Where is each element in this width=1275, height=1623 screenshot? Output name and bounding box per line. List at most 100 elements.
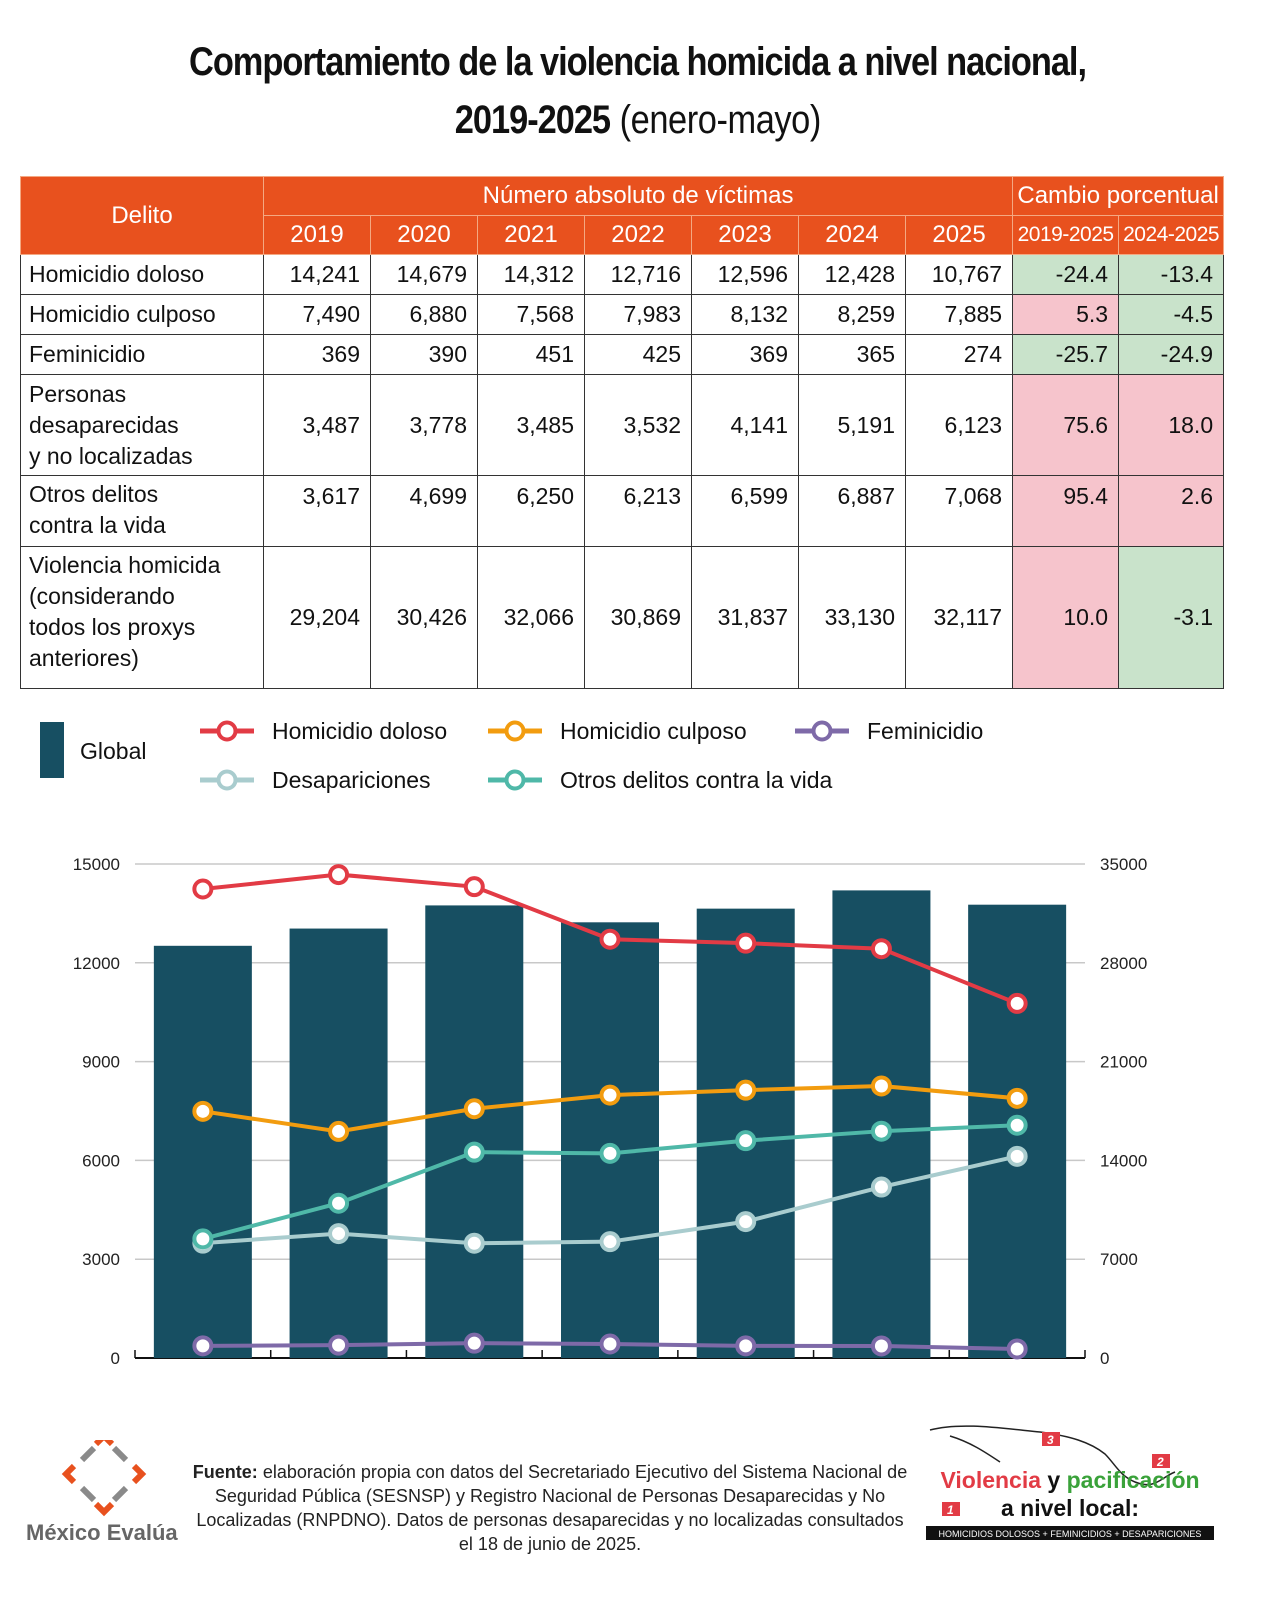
- point-homicidio-culposo-2023: [735, 1079, 757, 1101]
- cell-value: 12,716: [584, 254, 692, 295]
- cell-value: 6,880: [370, 294, 478, 335]
- left-axis-tick-label: 9000: [82, 1053, 120, 1072]
- legend-item: Desapariciones: [200, 765, 431, 795]
- right-axis-tick-label: 21000: [1100, 1053, 1147, 1072]
- right-axis-tick-label: 28000: [1100, 954, 1147, 973]
- cell-percent-change: 75.6: [1012, 374, 1120, 476]
- table-row: Otros delitos contra la vida 3,617 4,699 6,2…: [20, 475, 1225, 547]
- header-year: 2025: [904, 215, 1014, 255]
- header-percent-group: Cambio porcentual: [1012, 176, 1225, 216]
- right-axis-tick-label: 7000: [1100, 1250, 1138, 1269]
- cell-value: 29,204: [263, 546, 371, 689]
- cell-percent-change: -24.4: [1012, 254, 1120, 295]
- bar-global-2019: [153, 945, 252, 1358]
- cell-value: 7,068: [904, 475, 1014, 547]
- badge-2: [1152, 1454, 1170, 1468]
- bar-global-2020: [289, 928, 388, 1358]
- row-label: Homicidio culposo: [20, 294, 264, 335]
- point-otros-delitos-contra-la-vida-2020: [328, 1192, 350, 1214]
- row-label-line: Violencia homicida: [29, 552, 221, 578]
- legend-line-marker-icon: [795, 720, 849, 742]
- cell-percent-change: -24.9: [1118, 334, 1225, 375]
- cell-value: 14,312: [477, 254, 585, 295]
- header-percent-col: 2024-2025: [1118, 215, 1225, 255]
- data-table: Delito Número absoluto de víctimas Cambi…: [20, 176, 1225, 689]
- row-label: Violencia homicida (considerando todos los…: [20, 546, 264, 689]
- row-label-line: y no localizadas: [29, 442, 193, 469]
- legend-label: Otros delitos contra la vida: [560, 766, 833, 793]
- header-absolute-group: Número absoluto de víctimas: [262, 176, 1014, 216]
- point-desapariciones-2021: [463, 1232, 485, 1254]
- cell-value: 7,568: [477, 294, 585, 335]
- row-label-line: (considerando: [29, 583, 175, 609]
- badge-3: [1042, 1432, 1060, 1446]
- cell-value: 4,699: [370, 475, 478, 547]
- cell-value: 390: [370, 334, 478, 375]
- bars-global: [153, 890, 1067, 1358]
- right-axis-tick-label: 0: [1100, 1349, 1109, 1368]
- cell-value: 7,983: [584, 294, 692, 335]
- title-years: 2019-2025: [454, 98, 610, 142]
- legend-item: Homicidio doloso: [200, 716, 447, 746]
- point-feminicidio-2025: [1006, 1338, 1028, 1360]
- table-row: Personas desaparecidas y no localizadas 3,4…: [20, 374, 1225, 476]
- cell-value: 30,869: [584, 546, 692, 689]
- logo-title: Violencia y pacificación: [940, 1467, 1199, 1493]
- cell-value: 10,767: [904, 254, 1014, 295]
- right-axis-tick-label: 35000: [1100, 855, 1147, 874]
- cell-percent-change: 18.0: [1118, 374, 1225, 476]
- point-homicidio-doloso-2024: [870, 938, 892, 960]
- header-delito: Delito: [20, 176, 264, 255]
- header-year: 2022: [584, 215, 692, 255]
- legend-label: Homicidio culposo: [560, 717, 747, 744]
- row-label-line: anteriores): [29, 645, 139, 671]
- cell-value: 369: [263, 334, 371, 375]
- cell-value: 31,837: [691, 546, 799, 689]
- header-year: 2023: [691, 215, 799, 255]
- row-label-line: desaparecidas: [29, 411, 179, 438]
- axis-ticks: 0 3000 6000 9000 12000 15000 0 7000 14000 21000 28…: [73, 855, 1148, 1368]
- title-line-2: 2019-2025 (enero-mayo): [454, 94, 821, 146]
- cell-percent-change: 5.3: [1012, 294, 1120, 335]
- cell-value: 369: [691, 334, 799, 375]
- right-axis-tick-label: 14000: [1100, 1151, 1147, 1170]
- header-years-row: 2019 2020 2021 2022 2023 2024 2025 2019-2025 202…: [21, 215, 1225, 255]
- point-feminicidio-2020: [328, 1334, 350, 1356]
- cell-value: 3,617: [263, 475, 371, 547]
- point-homicidio-doloso-2021: [463, 876, 485, 898]
- left-axis-tick-label: 3000: [82, 1250, 120, 1269]
- title-line-1: Comportamiento de la violencia homicida …: [189, 40, 1087, 84]
- series-lines: [192, 864, 1028, 1360]
- legend-global-swatch: [40, 722, 64, 778]
- header-percent-col: 2019-2025: [1012, 215, 1120, 255]
- row-label: Personas desaparecidas y no localizadas: [20, 374, 264, 476]
- row-label-line: Personas: [29, 380, 127, 407]
- left-axis-tick-label: 0: [111, 1349, 120, 1368]
- point-otros-delitos-contra-la-vida-2022: [599, 1142, 621, 1164]
- point-homicidio-culposo-2025: [1006, 1087, 1028, 1109]
- cell-value: 30,426: [370, 546, 478, 689]
- legend-global-label: Global: [80, 738, 147, 764]
- point-desapariciones-2025: [1006, 1145, 1028, 1167]
- point-desapariciones-2023: [735, 1211, 757, 1233]
- cell-value: 425: [584, 334, 692, 375]
- point-desapariciones-2024: [870, 1176, 892, 1198]
- cell-value: 3,485: [477, 374, 585, 476]
- table-row: Violencia homicida (considerando todos los…: [20, 546, 1225, 689]
- cell-value: 6,887: [798, 475, 906, 547]
- legend-item: Otros delitos contra la vida: [488, 765, 832, 795]
- cell-percent-change: -13.4: [1118, 254, 1225, 295]
- row-label-line: todos los proxys: [29, 614, 196, 640]
- point-homicidio-doloso-2020: [328, 864, 350, 886]
- chart-title: Comportamiento de la violencia homicida …: [0, 36, 1275, 146]
- point-feminicidio-2024: [870, 1335, 892, 1357]
- badge-1: [942, 1502, 960, 1516]
- legend-label: Desapariciones: [272, 766, 431, 793]
- point-otros-delitos-contra-la-vida-2021: [463, 1141, 485, 1163]
- cell-value: 7,885: [904, 294, 1014, 335]
- mexico-evalua-logo: México Evalúa: [24, 1431, 184, 1550]
- logo-subtitle: a nivel local:: [1001, 1495, 1139, 1521]
- point-homicidio-doloso-2022: [599, 928, 621, 950]
- cell-percent-change: 2.6: [1118, 475, 1225, 547]
- mexico-evalua-star-icon: México Evalúa: [26, 1431, 178, 1545]
